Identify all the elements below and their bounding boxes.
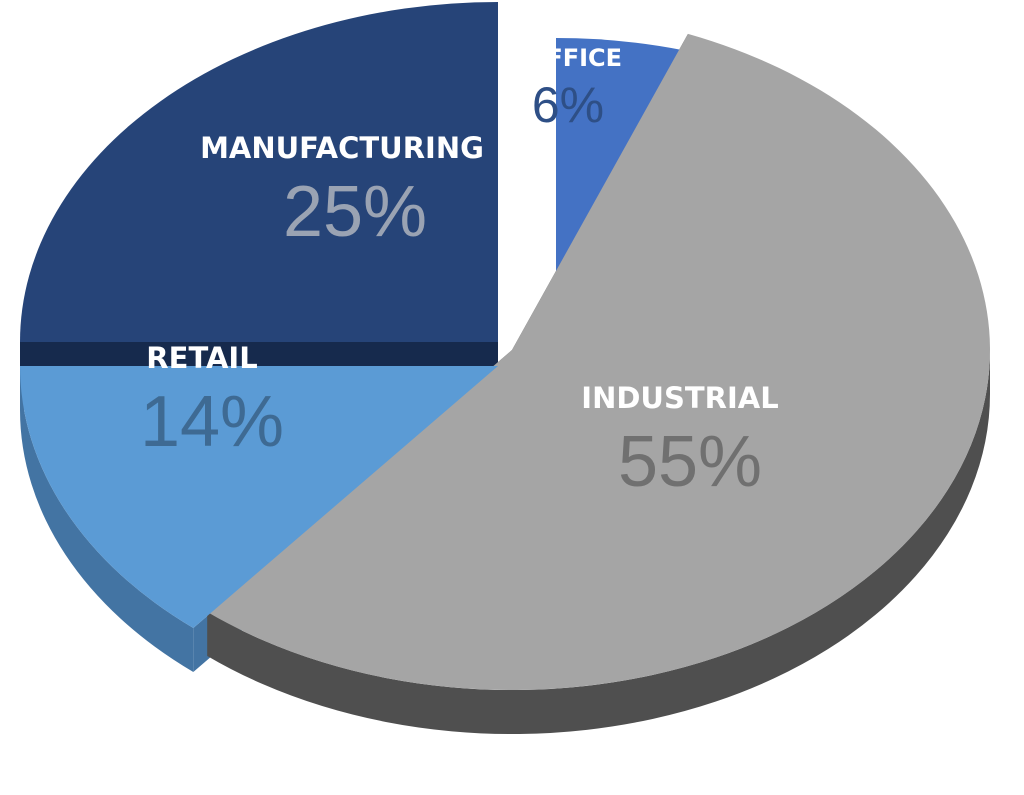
- pie-side-retail: [19, 366, 194, 672]
- slice-value-industrial: 55%: [618, 422, 762, 502]
- slice-label-industrial: INDUSTRIAL: [581, 381, 778, 415]
- slice-value-office: 6%: [532, 77, 604, 133]
- pie-slice-retail: [19, 366, 498, 628]
- slice-label-office: OFFICE: [526, 44, 622, 72]
- pie-top-layer: [19, 2, 990, 691]
- pie-labels-layer: OFFICE 6% INDUSTRIAL 55% RETAIL 14% MANUFACTUR…: [140, 44, 779, 502]
- slice-label-manufacturing: MANUFACTURING: [200, 131, 484, 165]
- pie-side-industrial: [207, 350, 990, 734]
- pie-slice-industrial: [207, 33, 990, 691]
- slice-value-manufacturing: 25%: [283, 172, 427, 252]
- pie-slice-manufacturing: [20, 2, 498, 342]
- slice-label-retail: RETAIL: [146, 341, 257, 375]
- slice-value-retail: 14%: [140, 382, 284, 462]
